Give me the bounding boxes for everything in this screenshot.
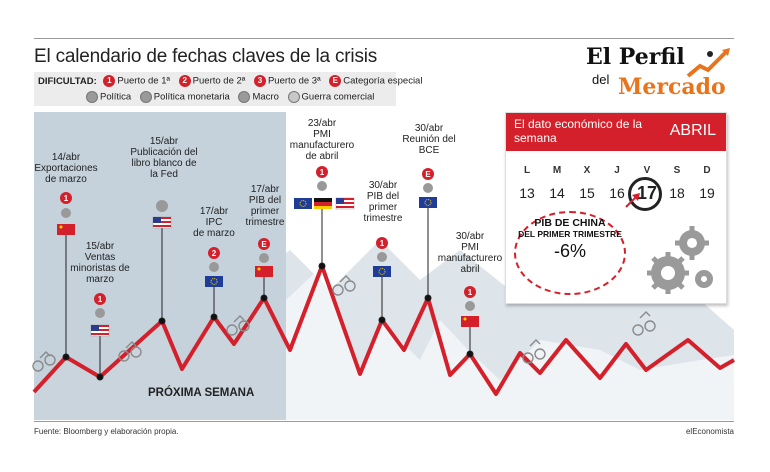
pib-ring	[514, 211, 626, 295]
event-label: 14/abr Exportaciones de marzo	[34, 152, 98, 185]
china-flag-icon	[255, 266, 273, 277]
highlight-circle	[628, 177, 662, 211]
svg-text:E: E	[261, 240, 267, 249]
pib-callout: PIB DE CHINA DEL PRIMER TRIMESTRE -6%	[518, 217, 622, 261]
svg-text:E: E	[425, 170, 431, 179]
svg-text:1: 1	[64, 194, 69, 203]
legend: DIFICULTAD: 1 Puerto de 1ª 2 Puerto de 2ª …	[34, 72, 422, 106]
eu-flag-icon	[419, 197, 437, 208]
gears-icon	[647, 226, 713, 294]
eu-flag-icon	[205, 276, 223, 287]
svg-text:2: 2	[212, 249, 217, 258]
calendar-title: El dato económico de la semana	[514, 117, 643, 145]
event-label: 30/abr Reunión del BCE	[402, 123, 456, 156]
legend-difficulty-row: DIFICULTAD: 1 Puerto de 1ª 2 Puerto de 2ª …	[38, 75, 428, 87]
eu-flag-icon	[294, 198, 312, 209]
china-flag-icon	[57, 224, 75, 235]
svg-text:1: 1	[98, 295, 103, 304]
macro-icon	[238, 91, 251, 103]
snow-peaks	[286, 268, 734, 420]
usa-flag-icon	[152, 216, 172, 229]
source-note: Fuente: Bloomberg y elaboración propia.	[34, 427, 179, 436]
route-line	[32, 264, 735, 396]
difficulty-2-icon: 2	[178, 75, 191, 87]
cyclist-logo-icon	[686, 48, 730, 78]
bottom-rule	[34, 421, 734, 422]
page-title: El calendario de fechas claves de la cri…	[34, 46, 378, 67]
arrow-icon	[625, 193, 640, 208]
svg-text:1: 1	[468, 288, 473, 297]
legend-label: DIFICULTAD:	[38, 75, 97, 87]
difficulty-3-icon: 3	[253, 75, 266, 87]
cyclist-icons	[32, 275, 656, 372]
germany-flag-icon	[314, 198, 332, 209]
event-label: 30/abr PMI manufacturero abril	[437, 231, 503, 275]
flags	[57, 197, 479, 337]
event-label: 23/abr PMI manufacturero de abril	[289, 118, 355, 162]
calendar-month: ABRIL	[669, 122, 716, 139]
china-flag-icon	[461, 316, 479, 327]
legend-item-1: 1 Puerto de 1ª	[103, 75, 170, 87]
calendar-card: El dato económico de la semana ABRIL L M…	[505, 112, 727, 304]
mountain-fill	[34, 300, 286, 420]
difficulty-badges: 1 1 2 E 1 1 E 1	[60, 166, 476, 318]
logo: El Perfil del Mercado	[586, 44, 736, 104]
legend-type-monetary: Política monetaria	[139, 91, 230, 103]
usa-flag-icon	[335, 197, 355, 210]
event-label: 30/abr PIB del primer trimestre	[363, 180, 403, 224]
pib-value: -6%	[553, 241, 586, 261]
politics-icon	[86, 91, 98, 103]
calendar-header: El dato económico de la semana ABRIL	[506, 113, 726, 151]
event-label: 17/abr PIB del primer trimestre	[245, 184, 285, 228]
event-label: 15/abr Ventas minoristas de marzo	[70, 241, 130, 285]
legend-type-row: Política Política monetaria Macro Guerra…	[86, 91, 380, 103]
legend-item-e: E Categoría especial	[329, 75, 422, 87]
legend-item-3: 3 Puerto de 3ª	[253, 75, 321, 87]
event-label: 15/abr Publicación del libro blanco de l…	[130, 136, 198, 180]
brand-credit: elEconomista	[685, 427, 734, 436]
legend-type-trade: Guerra comercial	[287, 91, 374, 103]
svg-text:1: 1	[320, 168, 325, 177]
event-label: 17/abr IPC de marzo	[193, 206, 235, 239]
difficulty-special-icon: E	[329, 75, 342, 87]
svg-text:1: 1	[380, 239, 385, 248]
monetary-policy-icon	[139, 91, 152, 103]
event-markers	[62, 208, 474, 381]
difficulty-1-icon: 1	[103, 75, 116, 87]
legend-type-politics: Política	[86, 91, 131, 103]
legend-item-2: 2 Puerto de 2ª	[178, 75, 245, 87]
usa-flag-icon	[90, 324, 110, 337]
legend-type-macro: Macro	[238, 91, 279, 103]
trade-war-icon	[287, 91, 300, 103]
top-rule	[34, 38, 734, 39]
eu-flag-icon	[373, 266, 391, 277]
next-week-label: PRÓXIMA SEMANA	[148, 387, 255, 399]
